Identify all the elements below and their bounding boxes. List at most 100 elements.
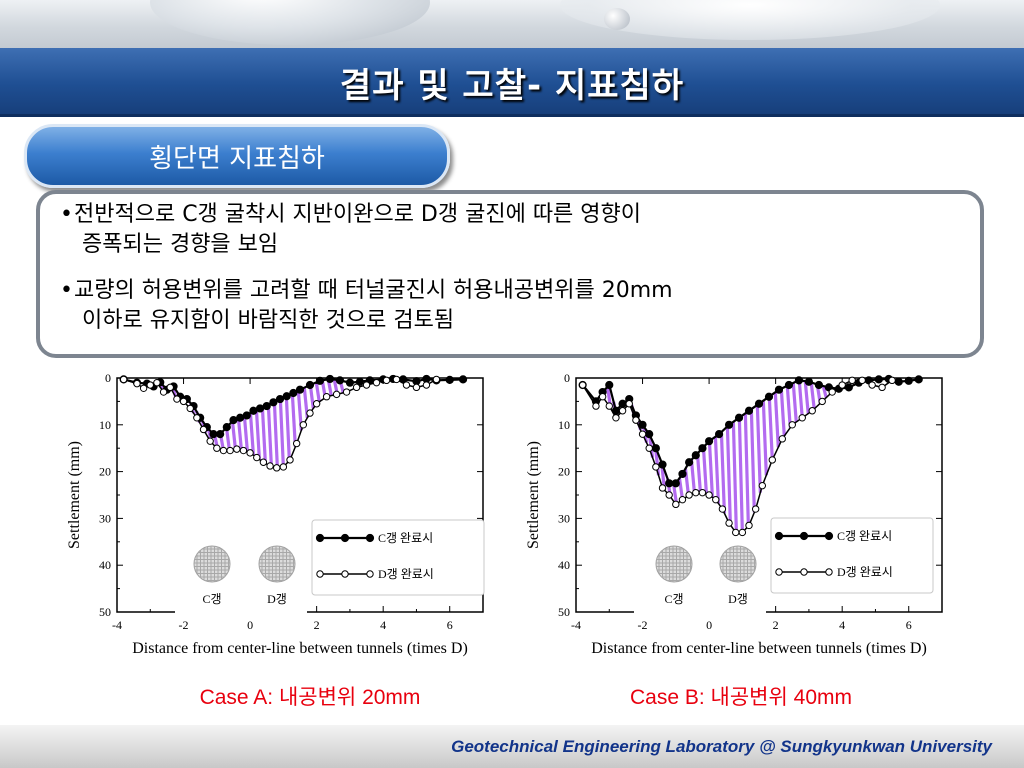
data-point-open — [712, 495, 720, 504]
hatch-line — [803, 381, 810, 414]
data-point-filled — [325, 374, 335, 384]
hatch-line — [224, 427, 232, 451]
data-point-open — [818, 397, 826, 406]
tunnel-d-label: D갱 — [267, 592, 287, 606]
bullet-box: •전반적으로 C갱 굴착시 지반이완으로 D갱 굴진에 따른 영향이 증폭되는 … — [36, 190, 984, 358]
data-point-open — [878, 383, 886, 392]
x-axis-label: Distance from center-line between tunnel… — [132, 640, 468, 657]
data-point-open — [598, 393, 607, 401]
bullet-line: 이하로 유지함이 바람직한 것으로 검토됨 — [82, 308, 455, 333]
y-tick-label: 50 — [99, 605, 111, 619]
data-point-filled — [784, 380, 794, 390]
x-tick-label: 6 — [906, 618, 912, 632]
bullet-item: •전반적으로 C갱 굴착시 지반이완으로 D갱 굴진에 따른 영향이 증폭되는 … — [60, 200, 641, 260]
hatch-line — [689, 459, 697, 494]
data-point-filled — [305, 380, 315, 390]
hatch-line — [797, 380, 804, 418]
legend-marker — [799, 531, 809, 541]
hatch-line — [737, 417, 744, 533]
legend-marker — [365, 533, 375, 543]
data-point-open — [253, 453, 261, 462]
data-point-open — [718, 505, 727, 513]
data-point-open — [119, 375, 128, 384]
y-tick-label: 0 — [105, 371, 111, 385]
hatch-line — [701, 447, 709, 495]
legend-label: C갱 완료시 — [378, 531, 433, 545]
x-tick-label: -4 — [571, 618, 581, 632]
data-point-open — [139, 384, 148, 392]
header-background — [0, 0, 1024, 48]
data-point-open — [612, 414, 620, 422]
data-point-open — [592, 402, 600, 410]
data-point-filled — [335, 376, 345, 385]
data-point-open — [273, 464, 281, 472]
hatch-line — [821, 385, 828, 399]
y-tick-label: 40 — [558, 558, 570, 572]
tunnel-c-label: C갱 — [202, 592, 221, 606]
data-point-filled — [249, 406, 258, 415]
hatch-line — [719, 431, 726, 514]
hatch-line — [725, 426, 732, 526]
bullet-line: 증폭되는 경향을 보임 — [82, 232, 279, 257]
data-point-open — [286, 456, 294, 464]
data-point-open — [206, 437, 214, 445]
x-tick-label: -2 — [638, 618, 648, 632]
hatch-line — [731, 421, 738, 533]
legend-marker — [825, 568, 833, 576]
series-line-c — [581, 377, 919, 485]
legend-marker — [774, 531, 784, 541]
tunnel-c-label: C갱 — [664, 592, 683, 606]
data-point-open — [645, 444, 653, 452]
data-point-open — [848, 376, 856, 385]
hatch-line — [773, 392, 780, 448]
data-point-filled — [844, 383, 853, 392]
hatch-line — [266, 405, 273, 467]
data-point-filled — [229, 416, 238, 425]
hatch-line — [254, 409, 262, 460]
footer-bar: Geotechnical Engineering Laboratory @ Su… — [0, 725, 1024, 768]
data-point-open — [239, 446, 248, 455]
bullet-line: 전반적으로 C갱 굴착시 지반이완으로 D갱 굴진에 따른 영향이 — [74, 202, 642, 227]
data-point-open — [299, 421, 308, 429]
data-point-filled — [665, 479, 674, 488]
data-point-filled — [209, 430, 218, 439]
x-tick-label: 0 — [706, 618, 712, 632]
hatch-line — [314, 382, 321, 403]
data-point-filled — [262, 401, 271, 411]
data-point-open — [745, 521, 753, 530]
data-point-open — [705, 491, 713, 499]
data-point-filled — [678, 469, 687, 479]
hatch-line — [791, 382, 798, 423]
hatch-line — [713, 436, 721, 504]
legend-marker — [366, 570, 374, 578]
data-point-open — [632, 416, 640, 424]
data-point-filled — [658, 460, 667, 469]
bullet-item: •교량의 허용변위를 고려할 때 터널굴진시 허용내공변위를 20mm 이하로 … — [60, 276, 673, 336]
y-tick-label: 50 — [558, 605, 570, 619]
tunnel-label-box — [634, 586, 766, 613]
x-tick-label: 4 — [839, 618, 845, 632]
data-point-open — [246, 449, 254, 457]
data-point-open — [678, 495, 687, 504]
data-point-open — [179, 397, 188, 406]
data-point-open — [382, 376, 391, 385]
data-point-open — [219, 446, 228, 455]
data-point-open — [605, 402, 613, 410]
data-point-open — [758, 481, 767, 490]
data-point-filled — [874, 375, 883, 384]
data-point-filled — [315, 376, 325, 385]
data-point-filled — [804, 377, 814, 386]
hatch-line — [749, 409, 756, 513]
data-point-open — [422, 381, 431, 389]
data-point-filled — [704, 437, 714, 446]
legend-label: D갱 완료시 — [837, 565, 893, 579]
legend-marker — [800, 568, 808, 576]
data-point-filled — [714, 430, 724, 439]
legend-marker — [340, 533, 350, 543]
hatch-line — [272, 401, 279, 468]
x-tick-label: 0 — [247, 618, 253, 632]
data-point-open — [658, 484, 667, 492]
hatch-line — [761, 400, 768, 476]
x-tick-label: -4 — [112, 618, 122, 632]
